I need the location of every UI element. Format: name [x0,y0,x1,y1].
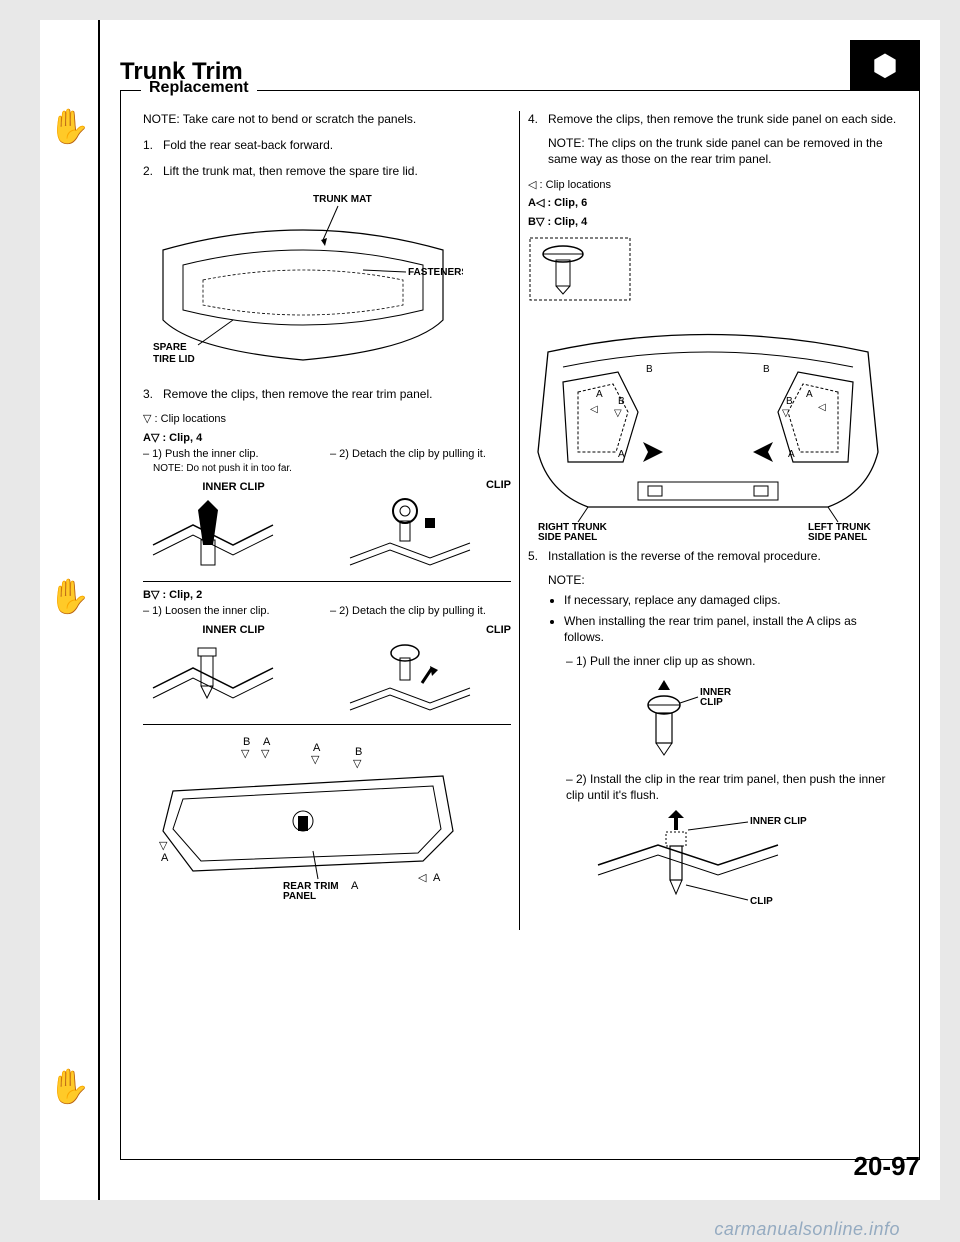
clip-row-a: – 1) Push the inner clip. NOTE: Do not p… [143,447,511,581]
watermark: carmanualsonline.info [714,1219,900,1240]
page-number: 20-97 [854,1151,921,1182]
svg-text:▽: ▽ [782,408,790,419]
svg-text:B: B [646,364,653,375]
note-bullets: If necessary, replace any damaged clips.… [548,592,897,645]
svg-text:PANEL: PANEL [283,891,316,901]
clip-b-right: – 2) Detach the clip by pulling it. CLIP [330,604,511,718]
clip-b-label: B▽ : Clip, 2 [143,588,511,603]
clip-a-label-r: A◁ : Clip, 6 [528,196,897,211]
svg-text:B: B [355,746,362,758]
svg-text:▽: ▽ [261,748,270,760]
step-2: 2. Lift the trunk mat, then remove the s… [143,163,511,179]
steps-list-right: 4. Remove the clips, then remove the tru… [528,111,897,168]
hand-icon: ✋ [48,1070,90,1104]
clip-locations-label-r: ◁ : Clip locations [528,178,897,193]
figure-trunk-mat: TRUNK MAT FASTENERS SPARE TIRE LID [143,190,511,380]
clip-diagram [143,495,293,575]
svg-text:▽: ▽ [353,758,362,770]
svg-text:SIDE PANEL: SIDE PANEL [808,532,867,542]
clip-a-left: – 1) Push the inner clip. NOTE: Do not p… [143,447,324,574]
clip-b-left: – 1) Loosen the inner clip. INNER CLIP [143,604,324,718]
inner-clip-install-figure: INNER CLIP CLIP [588,810,897,920]
svg-text:SIDE PANEL: SIDE PANEL [538,532,597,542]
clip-b-label-r: B▽ : Clip, 4 [528,215,897,230]
svg-text:B: B [618,396,625,407]
clip-diagram [330,638,480,718]
label-fasteners: FASTENERS [408,267,463,278]
step-3: 3. Remove the clips, then remove the rea… [143,386,511,402]
svg-text:A: A [263,736,271,748]
svg-text:◁: ◁ [818,402,826,413]
svg-text:A: A [596,389,603,400]
svg-text:A: A [313,742,321,754]
substep-2: – 2) Install the clip in the rear trim p… [548,771,897,803]
label-trunk-mat: TRUNK MAT [313,194,372,205]
hand-icon: ✋ [48,110,90,144]
svg-text:◁: ◁ [418,872,427,884]
figure-trunk-side-panels: A ◁ B ▽ B B A ◁ B ▽ A A [528,312,897,542]
svg-text:▽: ▽ [311,754,320,766]
step-1: 1. Fold the rear seat-back forward. [143,137,511,153]
svg-text:▽: ▽ [159,840,168,852]
inner-clip-up-figure: INNER CLIP [628,675,897,765]
svg-text:B: B [243,736,250,748]
step-4: 4. Remove the clips, then remove the tru… [528,111,897,168]
left-column: NOTE: Take care not to bend or scratch t… [135,111,520,930]
svg-text:◁: ◁ [590,404,598,415]
svg-text:B: B [763,364,770,375]
bullet-1: If necessary, replace any damaged clips. [564,592,897,608]
step-5: 5. Installation is the reverse of the re… [528,548,897,920]
page: ✋ ✋ ✋ ⬢ Trunk Trim Replacement NOTE: Tak… [40,20,940,1200]
svg-text:A: A [351,880,359,892]
substep-1: – 1) Pull the inner clip up as shown. [548,653,897,669]
clip-diagram [330,493,480,573]
figure-rear-trim-panel: B A ▽ ▽ A ▽ B ▽ A ▽ ◁ [143,731,511,901]
label-spare-1: SPARE [153,342,187,353]
car-icon: ⬢ [873,49,897,82]
clip-locations-label: ▽ : Clip locations [143,412,511,427]
svg-text:▽: ▽ [614,408,622,419]
svg-text:INNER CLIP: INNER CLIP [750,816,807,827]
binding-margin: ✋ ✋ ✋ [40,20,100,1200]
svg-text:CLIP: CLIP [700,697,723,708]
section-title: Replacement [141,79,257,97]
clip-a-right: – 2) Detach the clip by pulling it. CLIP [330,447,511,574]
svg-text:A: A [433,872,441,884]
clip-row-b: – 1) Loosen the inner clip. INNER CLIP –… [143,604,511,725]
svg-text:A: A [788,449,795,460]
clip-reference-icon [528,236,897,306]
svg-text:B: B [786,396,793,407]
clip-a-label: A▽ : Clip, 4 [143,431,511,446]
svg-text:▽: ▽ [241,748,250,760]
bullet-2: When installing the rear trim panel, ins… [564,613,897,645]
two-column-layout: NOTE: Take care not to bend or scratch t… [135,111,905,930]
brand-logo: ⬢ [850,40,920,90]
clip-diagram [143,638,293,718]
note-text: NOTE: Take care not to bend or scratch t… [143,111,511,127]
section-frame: Replacement NOTE: Take care not to bend … [120,90,920,1160]
label-spare-2: TIRE LID [153,354,195,365]
svg-text:A: A [806,389,813,400]
svg-text:A: A [161,852,169,864]
right-column: 4. Remove the clips, then remove the tru… [520,111,905,930]
steps-list-right-2: 5. Installation is the reverse of the re… [528,548,897,920]
hand-icon: ✋ [48,580,90,614]
svg-text:CLIP: CLIP [750,896,773,907]
steps-list-cont: 3. Remove the clips, then remove the rea… [143,386,511,402]
svg-text:A: A [618,449,625,460]
steps-list: 1. Fold the rear seat-back forward. 2. L… [143,137,511,179]
